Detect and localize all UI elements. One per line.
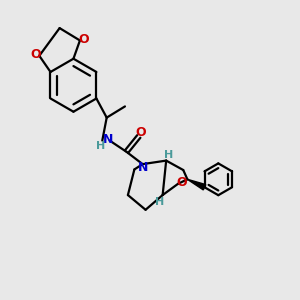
Text: H: H — [155, 196, 164, 206]
Text: N: N — [138, 160, 148, 174]
Text: O: O — [177, 176, 188, 189]
Polygon shape — [188, 179, 206, 190]
Text: O: O — [78, 33, 89, 46]
Text: H: H — [96, 142, 105, 152]
Text: N: N — [102, 133, 113, 146]
Text: O: O — [136, 126, 146, 139]
Text: H: H — [164, 150, 174, 160]
Text: O: O — [30, 48, 41, 61]
